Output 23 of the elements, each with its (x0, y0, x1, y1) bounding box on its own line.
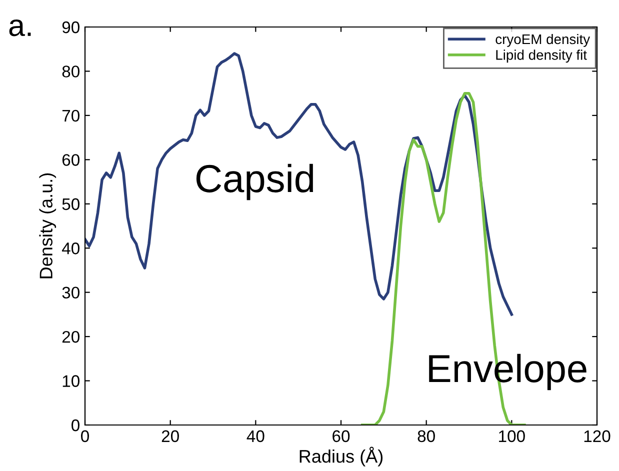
x-tick-label: 0 (81, 430, 89, 442)
x-tick-label: 60 (332, 430, 350, 442)
y-tick-label: 60 (62, 154, 80, 166)
text: a. (9, 19, 31, 36)
x-axis-title: Radius (Å) (300, 446, 383, 466)
y-axis-title: Density (a.u.) (39, 173, 56, 278)
legend-label: cryoEM density (496, 34, 590, 47)
y-tick-label: 70 (62, 110, 80, 122)
y-tick-label: 40 (62, 242, 80, 254)
y-tick-label: 50 (62, 198, 80, 210)
x-tick-label: 40 (246, 430, 264, 442)
x-tick-label: 20 (162, 430, 179, 442)
y-tick-label: 30 (62, 286, 80, 299)
legend-label: Lipid density fit (496, 50, 587, 63)
y-tick-label: 80 (62, 66, 80, 78)
x-tick-label: 80 (418, 430, 435, 442)
y-tick-label: 20 (62, 330, 80, 343)
y-tick-label: 90 (62, 21, 80, 34)
annotation: Capsid (196, 164, 314, 200)
y-tick-label: 10 (62, 375, 80, 387)
x-tick-label: 120 (584, 430, 610, 442)
y-tick-label: 0 (72, 419, 80, 432)
x-tick-label: 100 (499, 430, 525, 442)
